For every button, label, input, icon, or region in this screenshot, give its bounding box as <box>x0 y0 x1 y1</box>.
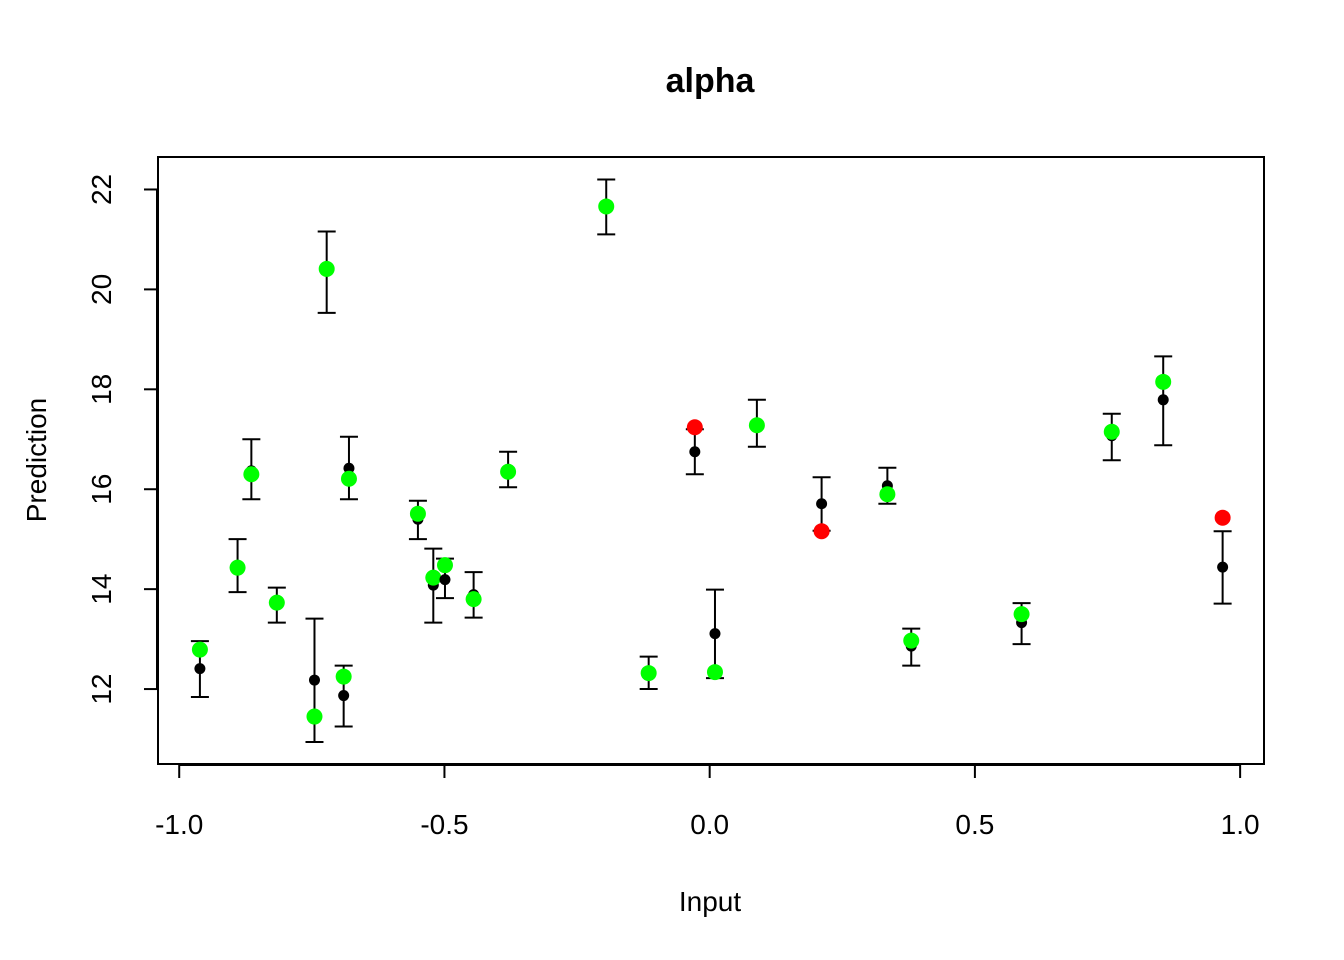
prediction-point <box>338 690 350 702</box>
actual-point-inside <box>436 557 453 574</box>
actual-point-outside <box>686 419 703 436</box>
actual-point-inside <box>306 708 323 725</box>
actual-point-inside <box>1155 373 1172 390</box>
data-point-group <box>597 178 616 236</box>
prediction-point <box>709 628 721 640</box>
y-tick-label: 18 <box>86 374 117 405</box>
data-point-group <box>408 499 427 541</box>
actual-point-inside <box>640 665 657 682</box>
actual-point-inside <box>1013 606 1030 623</box>
x-axis-label: Input <box>679 886 741 917</box>
data-point-group <box>1102 412 1121 462</box>
actual-point-inside <box>335 668 352 685</box>
x-tick-label: -1.0 <box>155 809 203 840</box>
data-point-group <box>228 538 247 594</box>
actual-point-inside <box>425 569 442 586</box>
y-axis-label: Prediction <box>21 398 52 523</box>
prediction-point <box>1217 561 1229 573</box>
y-tick-label: 16 <box>86 474 117 505</box>
data-point-group <box>705 588 724 681</box>
y-tick-label: 20 <box>86 274 117 305</box>
prediction-point <box>194 663 206 675</box>
x-tick-label: 0.5 <box>955 809 994 840</box>
data-point-group <box>1012 602 1031 646</box>
data-point-group <box>639 655 658 691</box>
data-point-group <box>464 571 483 619</box>
data-point-group <box>424 547 443 624</box>
prediction-point <box>689 446 701 458</box>
data-point-group <box>305 617 324 744</box>
chart-title: alpha <box>666 62 756 100</box>
actual-point-outside <box>813 523 830 540</box>
x-tick-label: 1.0 <box>1221 809 1260 840</box>
data-point-group <box>878 466 897 505</box>
data-point-group <box>435 557 454 600</box>
prediction-point <box>308 674 320 686</box>
y-axis: 12 14 16 18 20 22 <box>86 174 158 705</box>
actual-point-inside <box>903 632 920 649</box>
data-point-group <box>685 419 704 476</box>
actual-point-outside <box>1214 509 1231 526</box>
y-tick-label: 12 <box>86 673 117 704</box>
actual-point-inside <box>748 417 765 434</box>
data-point-group <box>902 627 921 667</box>
actual-point-inside <box>268 594 285 611</box>
data-point-group <box>339 435 358 501</box>
data-point-group <box>317 230 336 314</box>
data-marks <box>190 178 1232 744</box>
actual-point-inside <box>598 198 615 215</box>
prediction-point <box>439 574 451 586</box>
data-point-group <box>1213 509 1232 605</box>
actual-point-inside <box>229 559 246 576</box>
actual-point-inside <box>243 466 260 483</box>
actual-point-inside <box>500 463 517 480</box>
prediction-point <box>343 462 355 474</box>
data-point-group <box>499 450 518 489</box>
x-tick-label: -0.5 <box>420 809 468 840</box>
data-point-group <box>190 640 209 699</box>
actual-point-inside <box>1103 423 1120 440</box>
x-axis: -1.0 -0.5 0.0 0.5 1.0 <box>155 764 1260 840</box>
y-tick-label: 22 <box>86 174 117 205</box>
prediction-point <box>816 498 828 510</box>
data-point-group <box>812 476 831 540</box>
actual-point-inside <box>409 505 426 522</box>
data-point-group <box>1154 355 1173 447</box>
data-point-group <box>334 664 353 728</box>
actual-point-inside <box>340 470 357 487</box>
data-point-group <box>747 398 766 448</box>
actual-point-inside <box>191 641 208 658</box>
actual-point-inside <box>879 486 896 503</box>
actual-point-inside <box>706 664 723 681</box>
data-point-group <box>267 586 286 624</box>
actual-point-inside <box>465 591 482 608</box>
y-tick-label: 14 <box>86 574 117 605</box>
data-point-group <box>242 438 261 501</box>
x-tick-label: 0.0 <box>690 809 729 840</box>
prediction-point <box>1157 394 1169 406</box>
actual-point-inside <box>318 260 335 277</box>
